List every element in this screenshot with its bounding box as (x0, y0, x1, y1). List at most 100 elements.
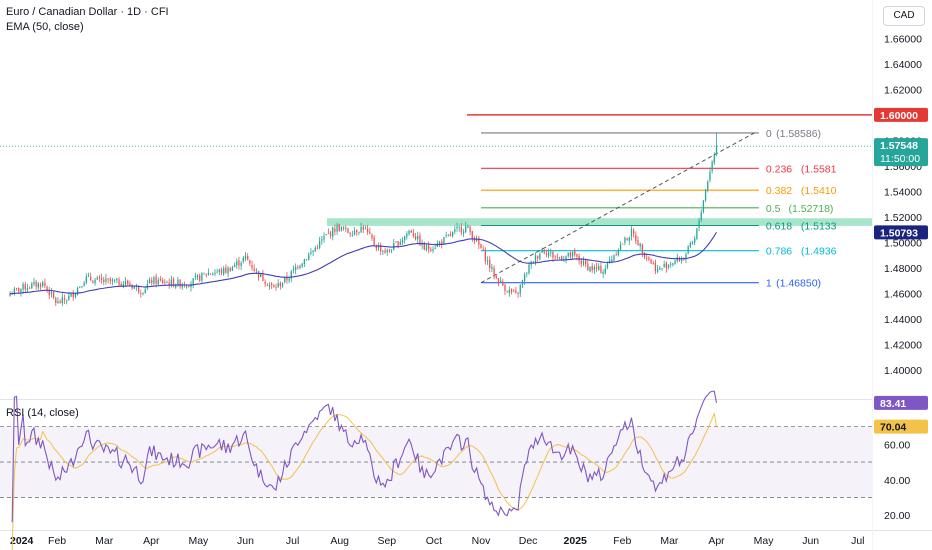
rsi-ma-badge-bg (874, 419, 928, 434)
candle-body (96, 277, 98, 280)
support-zone (327, 218, 872, 226)
rsi-tick-label: 40.00 (884, 475, 910, 487)
candle-body (576, 253, 578, 257)
candle-body (558, 257, 561, 259)
candle-body (52, 291, 55, 298)
candle-body (419, 235, 421, 246)
time-tick-label: Jul (851, 535, 864, 547)
price-axis (872, 0, 932, 550)
rsi-tick-label: 20.00 (884, 510, 910, 522)
candle-body (702, 200, 705, 213)
fib-ratio-label: 0.382 (766, 185, 792, 197)
candle-body (266, 284, 268, 286)
fib-price-label: (1.5581 (801, 163, 837, 175)
price-tick-label: 1.54000 (884, 186, 922, 198)
candle-body (288, 278, 290, 281)
fib-ratio-label: 0 (766, 128, 772, 140)
candle-body (148, 279, 151, 284)
candle-body (321, 239, 323, 241)
candle-body (478, 237, 480, 245)
price-tick-label: 1.66000 (884, 33, 922, 45)
candle-body (342, 227, 345, 229)
candle-body (626, 238, 628, 241)
candle-body (323, 236, 325, 240)
candle-body (646, 257, 648, 259)
rsi-tick-label: 60.00 (884, 439, 910, 451)
price-tick-label: 1.50000 (884, 237, 922, 249)
candle-body (364, 228, 367, 230)
candle-body (284, 277, 286, 283)
countdown-label: 11:50:00 (880, 153, 920, 165)
candle-body (508, 289, 511, 294)
candle-body (172, 278, 175, 287)
currency-button[interactable]: CAD (883, 6, 925, 26)
candle-body (297, 267, 299, 268)
candle-body (491, 267, 493, 270)
candle-body (388, 249, 391, 251)
candle-body (196, 275, 199, 278)
candle-body (537, 256, 539, 259)
candle-body (55, 298, 57, 303)
candle-body (694, 238, 696, 243)
candle-body (238, 260, 240, 266)
candle-body (386, 250, 388, 253)
candle-body (580, 260, 582, 264)
candle-body (188, 286, 190, 288)
candle-body (358, 232, 360, 233)
candle-body (526, 272, 528, 274)
candle-body (497, 277, 500, 284)
candle-body (587, 263, 589, 271)
candle-body (377, 245, 380, 248)
ema-badge: 1.50793 (880, 227, 918, 239)
candle-body (595, 266, 598, 269)
candle-body (639, 243, 641, 247)
candle-body (72, 293, 74, 298)
candle-body (124, 281, 127, 285)
candle-body (465, 226, 467, 233)
candle-body (445, 235, 447, 237)
candle-body (133, 286, 135, 289)
resistance-badge-bg (874, 107, 928, 122)
candle-body (360, 226, 362, 233)
candle-body (615, 253, 617, 255)
candle-body (425, 245, 428, 251)
fib-price-label: (1.4936 (801, 246, 837, 258)
fib-ratio-label: 0.236 (766, 163, 792, 175)
candle-body (227, 267, 229, 274)
candle-body (199, 275, 201, 281)
chart-title: Euro / Canadian Dollar · 1D · CFI (6, 6, 169, 18)
time-tick-label: Aug (330, 535, 349, 547)
candle-body (242, 257, 244, 262)
candle-body (428, 245, 430, 250)
candle-body (81, 286, 83, 288)
candle-body (279, 282, 282, 287)
candle-body (556, 256, 558, 258)
candle-body (510, 288, 513, 293)
candle-body (151, 280, 153, 284)
candle-body (700, 211, 702, 220)
price-tick-label: 1.64000 (884, 59, 922, 71)
candle-body (689, 242, 691, 247)
candle-body (98, 277, 101, 279)
candle-body (273, 284, 275, 288)
candle-body (233, 265, 236, 268)
time-tick-label: Nov (472, 535, 491, 547)
candle-body (380, 244, 382, 252)
candle-body (585, 259, 587, 265)
candle-body (301, 263, 303, 267)
candle-body (554, 256, 556, 258)
candle-body (356, 229, 358, 233)
candle-body (637, 240, 639, 246)
candle-body (604, 268, 606, 274)
candle-body (212, 273, 214, 275)
candle-body (277, 283, 279, 287)
candle-body (704, 189, 707, 201)
time-tick-label: May (754, 535, 775, 547)
candle-body (68, 295, 70, 300)
candle-body (329, 232, 332, 236)
candle-body (571, 252, 574, 257)
candle-body (661, 268, 663, 269)
candle-body (244, 255, 247, 259)
candle-body (70, 293, 72, 297)
